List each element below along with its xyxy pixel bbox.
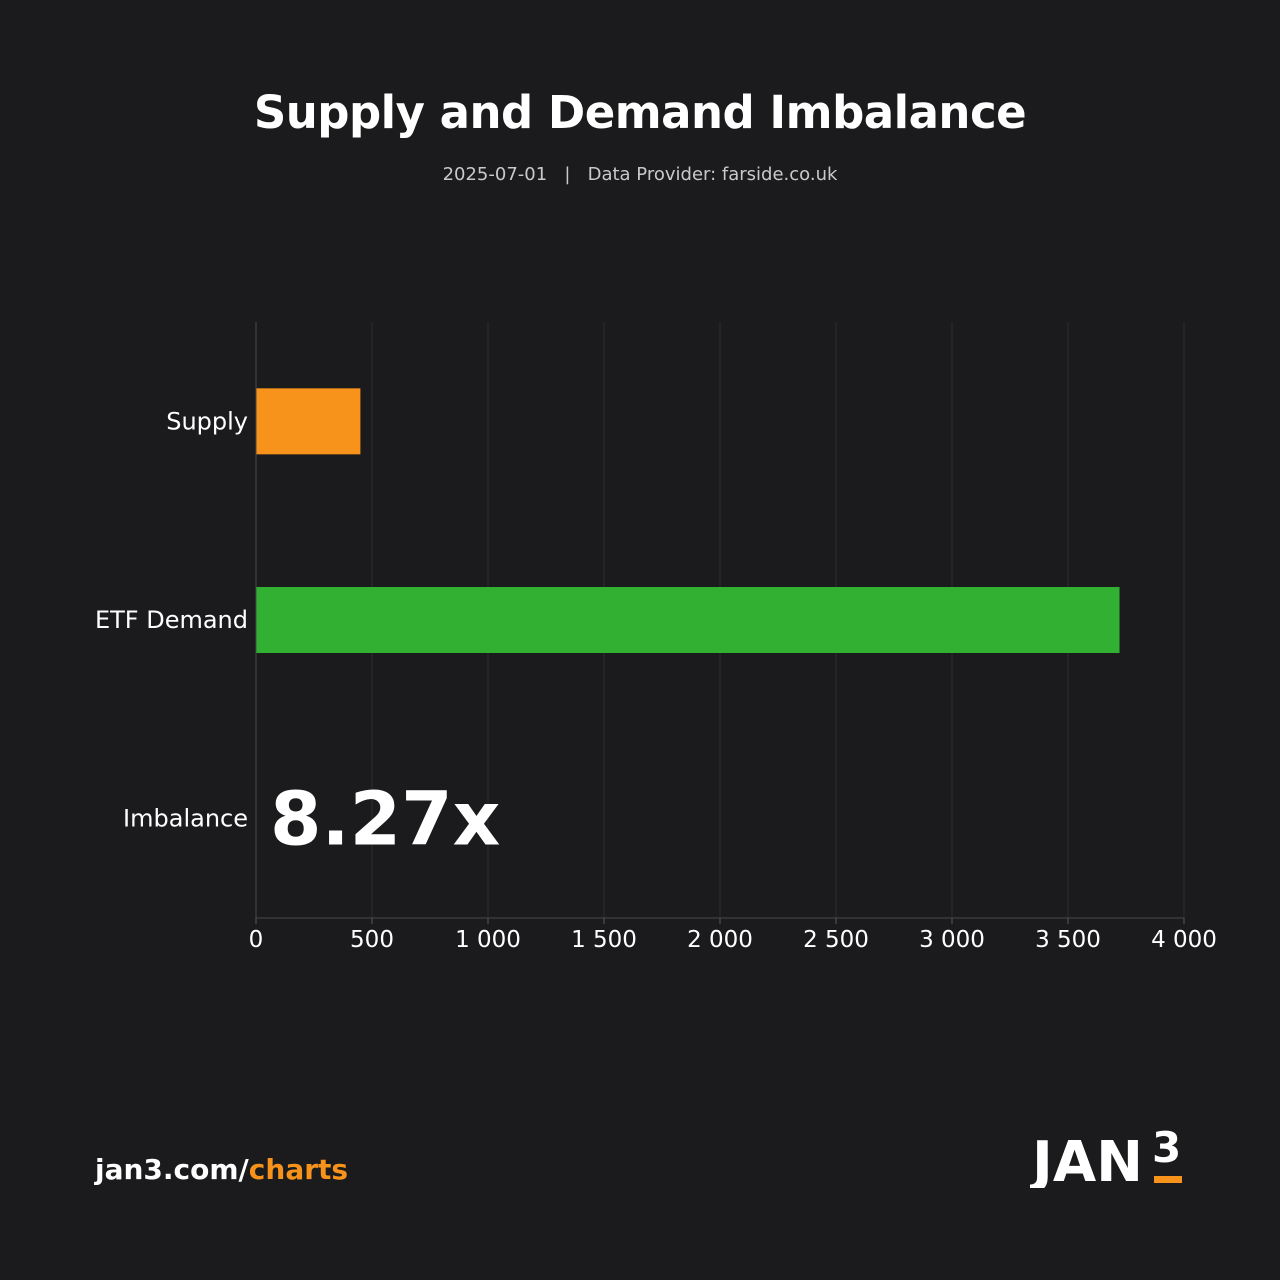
footer-link-prefix: jan3.com/: [95, 1153, 249, 1186]
x-axis: 0 500 1 000 1 500 2 000 2 500 3 000 3 500 4 000: [249, 322, 1217, 953]
x-tick-label: 1 500: [571, 927, 637, 953]
chart-title: Supply and Demand Imbalance: [253, 86, 1027, 139]
footer-link-accent: charts: [248, 1153, 349, 1186]
x-tick-label: 2 500: [803, 927, 869, 953]
subtitle-date: 2025-07-01: [442, 164, 548, 185]
footer-link[interactable]: jan3.com/charts: [95, 1153, 348, 1186]
imbalance-annotation: 8.27x: [270, 777, 500, 863]
y-axis: Supply ETF Demand Imbalance: [95, 407, 248, 832]
logo-text: JAN: [1030, 1130, 1143, 1188]
x-tick-label: 3 000: [919, 927, 985, 953]
y-category-label: ETF Demand: [95, 606, 248, 634]
bar-supply: [256, 388, 361, 455]
y-category-label: Supply: [166, 407, 248, 435]
bar-etf-demand: [256, 587, 1120, 653]
x-tick-label: 4 000: [1151, 927, 1217, 953]
subtitle-provider: Data Provider: farside.co.uk: [587, 164, 838, 185]
subtitle-separator: |: [564, 164, 571, 185]
chart-bars: [256, 388, 1120, 653]
logo-superscript: 3: [1152, 1123, 1181, 1172]
x-tick-label: 1 000: [455, 927, 521, 953]
y-category-label: Imbalance: [123, 805, 248, 833]
logo-underline: [1154, 1176, 1182, 1183]
jan3-logo: JAN 3: [1030, 1123, 1182, 1188]
chart-subtitle: 2025-07-01 | Data Provider: farside.co.u…: [0, 164, 1280, 185]
x-tick-label: 2 000: [687, 927, 753, 953]
x-tick-label: 3 500: [1035, 927, 1101, 953]
x-tick-label: 0: [249, 927, 264, 953]
x-tick-label: 500: [350, 927, 394, 953]
